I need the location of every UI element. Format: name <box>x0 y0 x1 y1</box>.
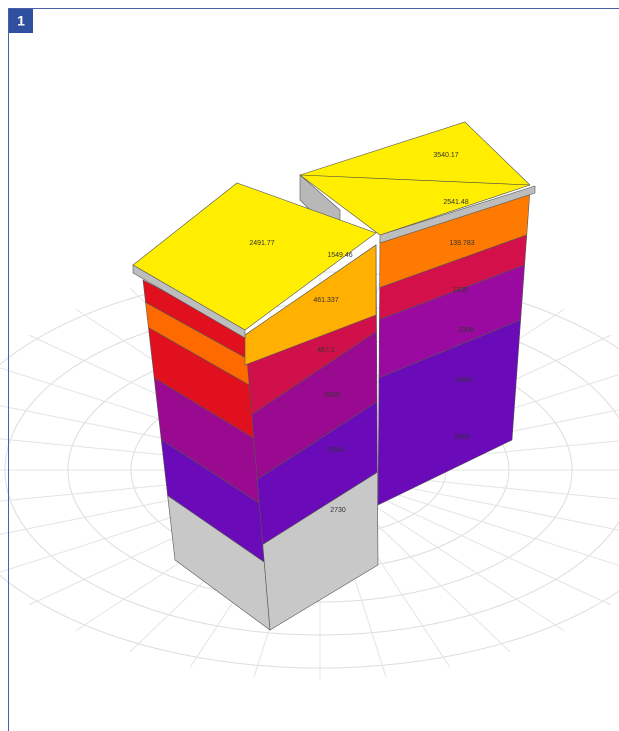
parapet <box>379 185 536 244</box>
face-label: 139.783 <box>449 240 474 247</box>
face-label: 2541.48 <box>443 199 468 206</box>
face-label: 2803 <box>454 434 470 441</box>
face-labels: 2491.77 1549.46 461.337 467.1 2530 5040 2730 35… <box>249 152 474 514</box>
face-label: 2491.77 <box>249 240 274 247</box>
buildings <box>132 121 536 631</box>
face-label: 1330 <box>452 287 468 294</box>
face-band <box>262 471 379 631</box>
slope-face <box>244 244 377 366</box>
face-label: 5040 <box>328 447 344 454</box>
face-label: 2730 <box>330 507 346 514</box>
face-label: 2530 <box>324 392 340 399</box>
badge-number: 1 <box>17 13 25 29</box>
parapet <box>132 264 246 339</box>
face-label: 3303 <box>456 377 472 384</box>
face-band <box>377 319 521 506</box>
face-label: 3540.17 <box>433 152 458 159</box>
face-label: 1549.46 <box>327 252 352 259</box>
face-label: 467.1 <box>317 347 335 354</box>
badge <box>9 9 33 33</box>
face-label: 461.337 <box>313 297 338 304</box>
roof-ridge <box>299 174 531 186</box>
face-label: 2306 <box>458 327 474 334</box>
